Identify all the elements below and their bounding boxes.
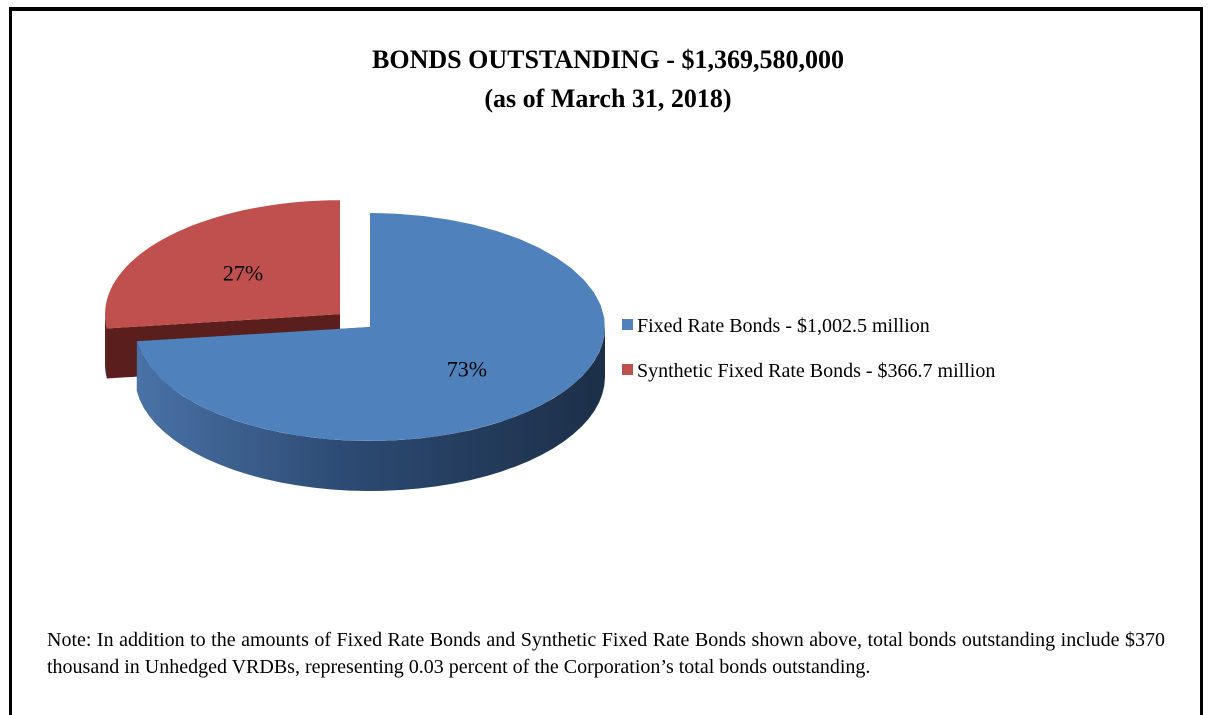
slice xyxy=(105,200,341,329)
slice xyxy=(136,213,605,441)
note: Note: In addition to the amounts of Fixe… xyxy=(47,629,1165,678)
slice-wall xyxy=(105,314,107,379)
legend-swatch xyxy=(622,319,633,330)
legend-label: Fixed Rate Bonds - $1,002.5 million xyxy=(637,315,930,337)
chart-subtitle: (as of March 31, 2018) xyxy=(484,84,731,113)
data-label: 27% xyxy=(223,261,263,286)
frame xyxy=(9,7,1203,715)
chart-title: BONDS OUTSTANDING - $1,369,580,000 xyxy=(372,45,844,74)
data-label: 73% xyxy=(447,356,487,381)
legend-swatch xyxy=(622,364,633,375)
legend-label: Synthetic Fixed Rate Bonds - $366.7 mill… xyxy=(637,360,995,382)
slice-wall xyxy=(136,327,605,491)
